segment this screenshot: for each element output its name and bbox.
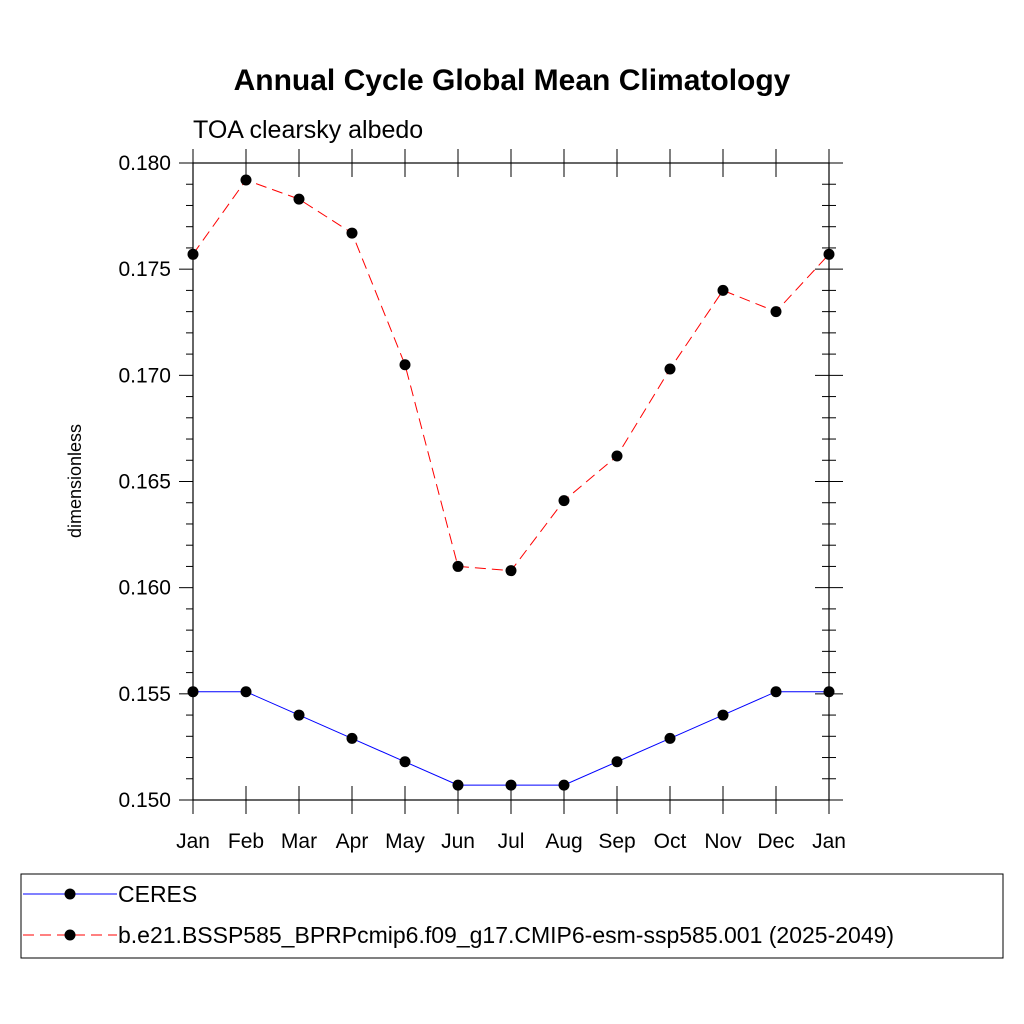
x-tick-label-apr: Apr bbox=[336, 830, 369, 853]
y-axis-label: dimensionless bbox=[65, 424, 85, 538]
x-tick-label-jan: Jan bbox=[176, 830, 210, 853]
x-tick-label-nov: Nov bbox=[704, 830, 742, 853]
x-axis-ticks bbox=[192, 149, 830, 814]
y-axis-tick-labels: 0.150 0.155 0.160 0.165 0.170 0.175 0.180 bbox=[118, 152, 171, 812]
y-tick-label: 0.155 bbox=[118, 683, 171, 706]
chart-title: Annual Cycle Global Mean Climatology bbox=[234, 64, 791, 97]
data-point bbox=[452, 779, 464, 791]
data-point bbox=[823, 686, 835, 698]
data-point bbox=[823, 248, 835, 260]
y-axis-ticks bbox=[179, 162, 843, 801]
data-point bbox=[187, 686, 199, 698]
data-point bbox=[717, 284, 729, 296]
x-tick-label-feb: Feb bbox=[228, 830, 264, 853]
x-tick-label-mar: Mar bbox=[281, 830, 317, 853]
series-line-1 bbox=[193, 691, 829, 786]
x-tick-label-jun: Jun bbox=[441, 830, 475, 853]
x-tick-label-jul: Jul bbox=[498, 830, 525, 853]
legend-label: CERES bbox=[118, 881, 197, 907]
data-point bbox=[346, 732, 358, 744]
y-tick-label: 0.175 bbox=[118, 258, 171, 281]
legend-marker bbox=[64, 929, 76, 941]
data-point bbox=[505, 779, 517, 791]
legend-label: b.e21.BSSP585_BPRPcmip6.f09_g17.CMIP6-es… bbox=[118, 922, 894, 948]
series-line-2 bbox=[192, 179, 830, 572]
data-point bbox=[399, 756, 411, 768]
data-point bbox=[558, 779, 570, 791]
y-tick-label: 0.160 bbox=[118, 577, 171, 600]
x-tick-label-may: May bbox=[385, 830, 425, 853]
series-1 bbox=[187, 686, 835, 791]
y-tick-label: 0.180 bbox=[118, 152, 171, 175]
data-point bbox=[399, 359, 411, 371]
data-point bbox=[240, 174, 252, 186]
x-tick-label-jan: Jan bbox=[812, 830, 846, 853]
data-point bbox=[664, 363, 676, 375]
x-tick-label-aug: Aug bbox=[545, 830, 582, 853]
plot-frame bbox=[192, 162, 830, 801]
chart-subtitle: TOA clearsky albedo bbox=[193, 116, 423, 144]
x-axis-tick-labels: Jan Feb Mar Apr May Jun Jul Aug Sep Oct Nov Dec Jan bbox=[176, 830, 846, 853]
series-2 bbox=[187, 174, 835, 577]
legend: CERES b.e21.BSSP585_BPRPcmip6.f09_g17.CMI… bbox=[20, 873, 1004, 959]
data-point bbox=[611, 450, 623, 462]
data-point bbox=[770, 306, 782, 318]
y-tick-label: 0.165 bbox=[118, 471, 171, 494]
data-point bbox=[717, 709, 729, 721]
data-point bbox=[452, 560, 464, 572]
data-point bbox=[346, 227, 358, 239]
y-tick-label: 0.170 bbox=[118, 364, 171, 387]
data-point bbox=[770, 686, 782, 698]
data-point bbox=[293, 193, 305, 205]
x-tick-label-dec: Dec bbox=[757, 830, 794, 853]
data-point bbox=[240, 686, 252, 698]
data-point bbox=[611, 756, 623, 768]
data-point bbox=[558, 495, 570, 507]
data-point bbox=[293, 709, 305, 721]
x-tick-label-oct: Oct bbox=[654, 830, 687, 853]
legend-entry-2: b.e21.BSSP585_BPRPcmip6.f09_g17.CMIP6-es… bbox=[23, 922, 894, 948]
legend-marker bbox=[64, 888, 76, 900]
y-tick-label: 0.150 bbox=[118, 789, 171, 812]
series-layer bbox=[187, 174, 835, 791]
legend-entries: CERES b.e21.BSSP585_BPRPcmip6.f09_g17.CMI… bbox=[23, 881, 894, 948]
data-point bbox=[187, 248, 199, 260]
legend-box bbox=[20, 873, 1004, 959]
data-point bbox=[664, 732, 676, 744]
x-tick-label-sep: Sep bbox=[598, 830, 635, 853]
legend-entry-1: CERES bbox=[23, 881, 197, 907]
plot-area: 0.150 0.155 0.160 0.165 0.170 0.175 0.180 Jan F… bbox=[118, 149, 846, 853]
data-point bbox=[505, 565, 517, 577]
